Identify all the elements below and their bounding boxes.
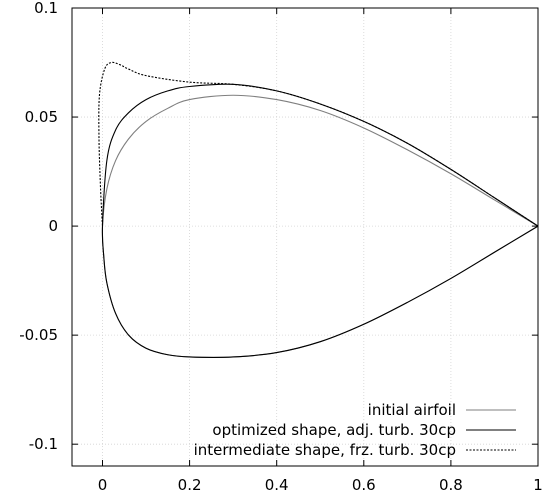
legend-label-3: intermediate shape, frz. turb. 30cp xyxy=(194,441,456,459)
y-tick-label: -0.1 xyxy=(29,435,58,453)
plot-frame xyxy=(71,7,539,467)
series-line-3 xyxy=(98,61,539,227)
x-tick-label: 0 xyxy=(98,476,108,494)
x-tick-label: 0.4 xyxy=(265,476,289,494)
y-tick-label: 0 xyxy=(48,217,58,235)
series-line-1 xyxy=(101,94,539,358)
x-tick-label: 1 xyxy=(533,476,543,494)
legend-label-2: optimized shape, adj. turb. 30cp xyxy=(212,421,456,439)
x-tick-label: 0.2 xyxy=(178,476,202,494)
y-tick-label: -0.05 xyxy=(19,326,58,344)
legend: initial airfoil optimized shape, adj. tur… xyxy=(194,401,516,459)
legend-label-1: initial airfoil xyxy=(368,401,456,419)
x-tick-label: 0.8 xyxy=(439,476,463,494)
series-layer xyxy=(98,61,539,358)
series-line-2 xyxy=(101,83,539,358)
y-tick-label: 0.1 xyxy=(34,0,58,17)
grid-layer xyxy=(72,7,539,466)
y-tick-label: 0.05 xyxy=(25,108,58,126)
ticks-layer: 0 0.2 0.4 0.6 0.8 1 -0.1 -0.05 0 0.05 0.1 xyxy=(19,0,543,494)
x-tick-label: 0.6 xyxy=(352,476,376,494)
